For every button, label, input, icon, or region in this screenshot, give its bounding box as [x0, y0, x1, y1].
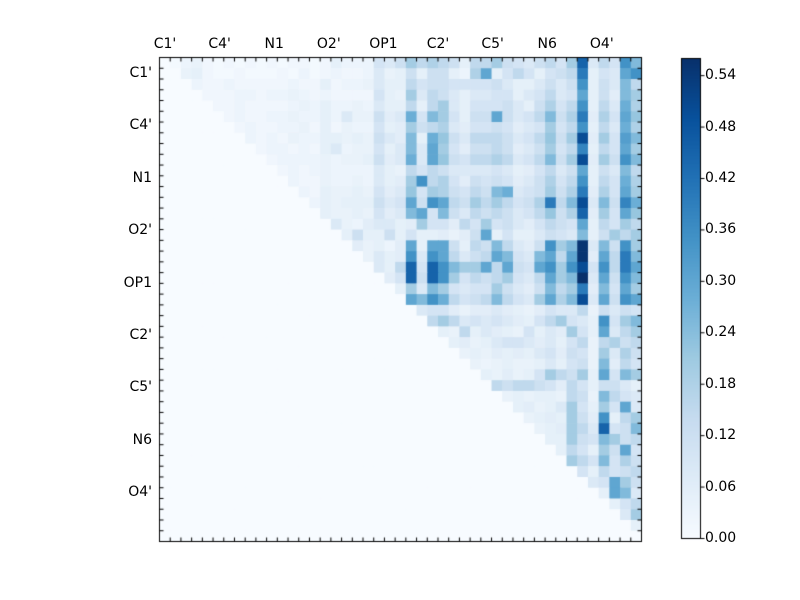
y-axis-tick-label-O2': O2' [128, 222, 152, 239]
colorbar [681, 58, 701, 538]
colorbar-tick-label-0.06: 0.06 [705, 478, 737, 495]
y-axis-tick-label-C4': C4' [129, 117, 152, 134]
x-axis-tick-label-N1: N1 [264, 36, 284, 52]
y-axis-tick-label-N1: N1 [132, 169, 152, 186]
x-axis-tick-label-O2': O2' [316, 36, 341, 52]
x-axis-tick-label-C2': C2' [426, 36, 450, 52]
colorbar-tick-label-0.18: 0.18 [705, 375, 737, 392]
y-axis-tick-label-OP1: OP1 [123, 274, 152, 291]
colorbar-tick-label-0.54: 0.54 [705, 67, 737, 84]
heatmap-plot-area [159, 57, 641, 541]
colorbar-tick-label-0.30: 0.30 [705, 272, 737, 289]
y-axis-tick-label-C5': C5' [129, 379, 152, 396]
x-axis-tick-label-O4': O4' [589, 36, 614, 52]
y-axis-tick-label-C1': C1' [129, 65, 152, 81]
x-axis-tick-label-C4': C4' [208, 36, 231, 52]
colorbar-tick-label-0.00: 0.00 [705, 530, 737, 546]
y-axis-tick-label-O4': O4' [128, 484, 152, 501]
colorbar-tick-label-0.24: 0.24 [705, 324, 737, 341]
x-axis-tick-label-OP1: OP1 [369, 36, 398, 52]
x-axis-tick-label-C5': C5' [481, 36, 504, 52]
colorbar-tick-label-0.48: 0.48 [705, 118, 737, 135]
y-axis-tick-label-C2': C2' [129, 327, 152, 343]
colorbar-tick-label-0.42: 0.42 [705, 170, 737, 186]
x-axis-tick-label-N6: N6 [537, 36, 557, 52]
x-axis-tick-label-C1': C1' [153, 36, 177, 52]
colorbar-tick-label-0.12: 0.12 [705, 427, 737, 444]
y-axis-tick-label-N6: N6 [132, 431, 152, 448]
colorbar-tick-label-0.36: 0.36 [705, 221, 737, 238]
